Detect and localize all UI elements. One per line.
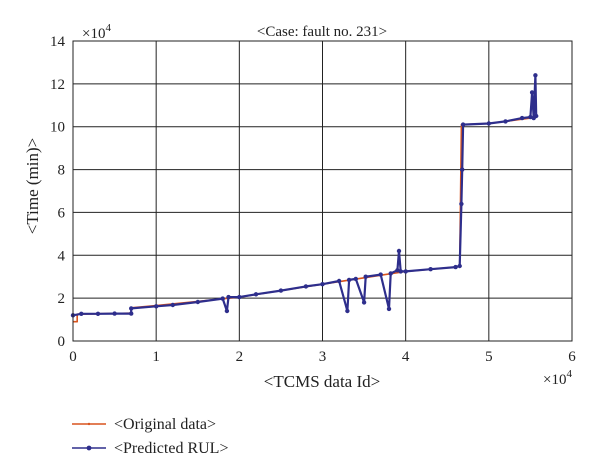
y-multiplier: ×104 xyxy=(82,22,111,42)
data-point xyxy=(320,282,325,287)
series-line xyxy=(73,116,537,323)
x-tick-label: 0 xyxy=(69,349,77,365)
y-tick-label: 0 xyxy=(58,334,66,350)
data-point xyxy=(129,306,134,311)
data-point xyxy=(486,121,491,126)
x-tick-label: 1 xyxy=(152,349,160,365)
data-point xyxy=(345,308,350,314)
plot-frame xyxy=(72,40,573,342)
data-point xyxy=(95,311,101,316)
data-point xyxy=(386,306,392,312)
data-point xyxy=(220,296,225,301)
legend-original-marker xyxy=(87,422,91,426)
data-point xyxy=(398,269,403,274)
data-point xyxy=(388,271,393,276)
x-tick-label: 4 xyxy=(402,349,410,365)
x-tick-labels: 0 1 2 3 4 5 6 xyxy=(69,349,576,365)
x-tick-label: 3 xyxy=(319,349,327,365)
legend-predicted-marker xyxy=(86,445,92,451)
x-tick-label: 5 xyxy=(485,349,493,365)
x-tick-label: 2 xyxy=(236,349,244,365)
x-tick-label: 6 xyxy=(568,349,576,365)
data-point xyxy=(303,284,309,289)
data-point xyxy=(154,304,159,309)
chart-title: <Case: fault no. 231> xyxy=(257,24,387,40)
data-point xyxy=(529,90,535,95)
legend-original-label: <Original data> xyxy=(114,416,216,433)
data-point xyxy=(457,263,462,269)
legend: <Original data> <Predicted RUL> xyxy=(72,416,228,457)
y-tick-label: 4 xyxy=(58,248,66,264)
series-predicted-rul xyxy=(70,73,539,318)
data-point xyxy=(112,311,117,316)
data-point xyxy=(253,292,259,297)
legend-predicted-label: <Predicted RUL> xyxy=(114,440,228,457)
data-point xyxy=(353,276,358,282)
data-point xyxy=(278,288,284,293)
data-point xyxy=(428,267,433,272)
data-point xyxy=(503,119,508,124)
data-point xyxy=(528,114,533,120)
data-point xyxy=(533,73,538,78)
y-tick-label: 6 xyxy=(58,205,66,221)
y-tick-labels: 0 2 4 6 8 10 12 14 xyxy=(50,34,66,350)
data-point xyxy=(460,122,466,127)
data-point xyxy=(403,269,408,274)
data-point xyxy=(363,274,368,279)
data-point xyxy=(460,167,465,172)
data-point xyxy=(519,115,525,121)
data-point xyxy=(224,308,230,314)
data-point xyxy=(395,268,400,273)
series-line xyxy=(72,74,538,317)
data-point xyxy=(396,248,402,254)
y-axis-label: <Time (min)> xyxy=(23,138,42,234)
y-tick-label: 2 xyxy=(58,291,66,307)
data-point xyxy=(79,311,84,316)
x-axis-label: <TCMS data Id> xyxy=(264,372,380,391)
y-tick-label: 8 xyxy=(58,163,66,179)
series-original-data xyxy=(73,116,537,323)
data-point xyxy=(336,278,342,284)
data-point xyxy=(453,264,458,270)
data-point xyxy=(170,302,175,308)
data-point xyxy=(346,277,352,283)
x-multiplier: ×104 xyxy=(543,368,572,388)
data-point xyxy=(361,300,367,305)
y-tick-label: 12 xyxy=(50,77,65,93)
data-point xyxy=(534,113,539,119)
data-point xyxy=(237,294,242,300)
y-tick-label: 10 xyxy=(50,120,65,136)
data-point xyxy=(459,201,464,207)
grid-lines xyxy=(73,41,572,341)
data-point xyxy=(378,272,383,277)
y-tick-label: 14 xyxy=(50,34,66,50)
data-point xyxy=(195,299,200,305)
data-point xyxy=(226,294,231,300)
data-point xyxy=(129,311,134,316)
